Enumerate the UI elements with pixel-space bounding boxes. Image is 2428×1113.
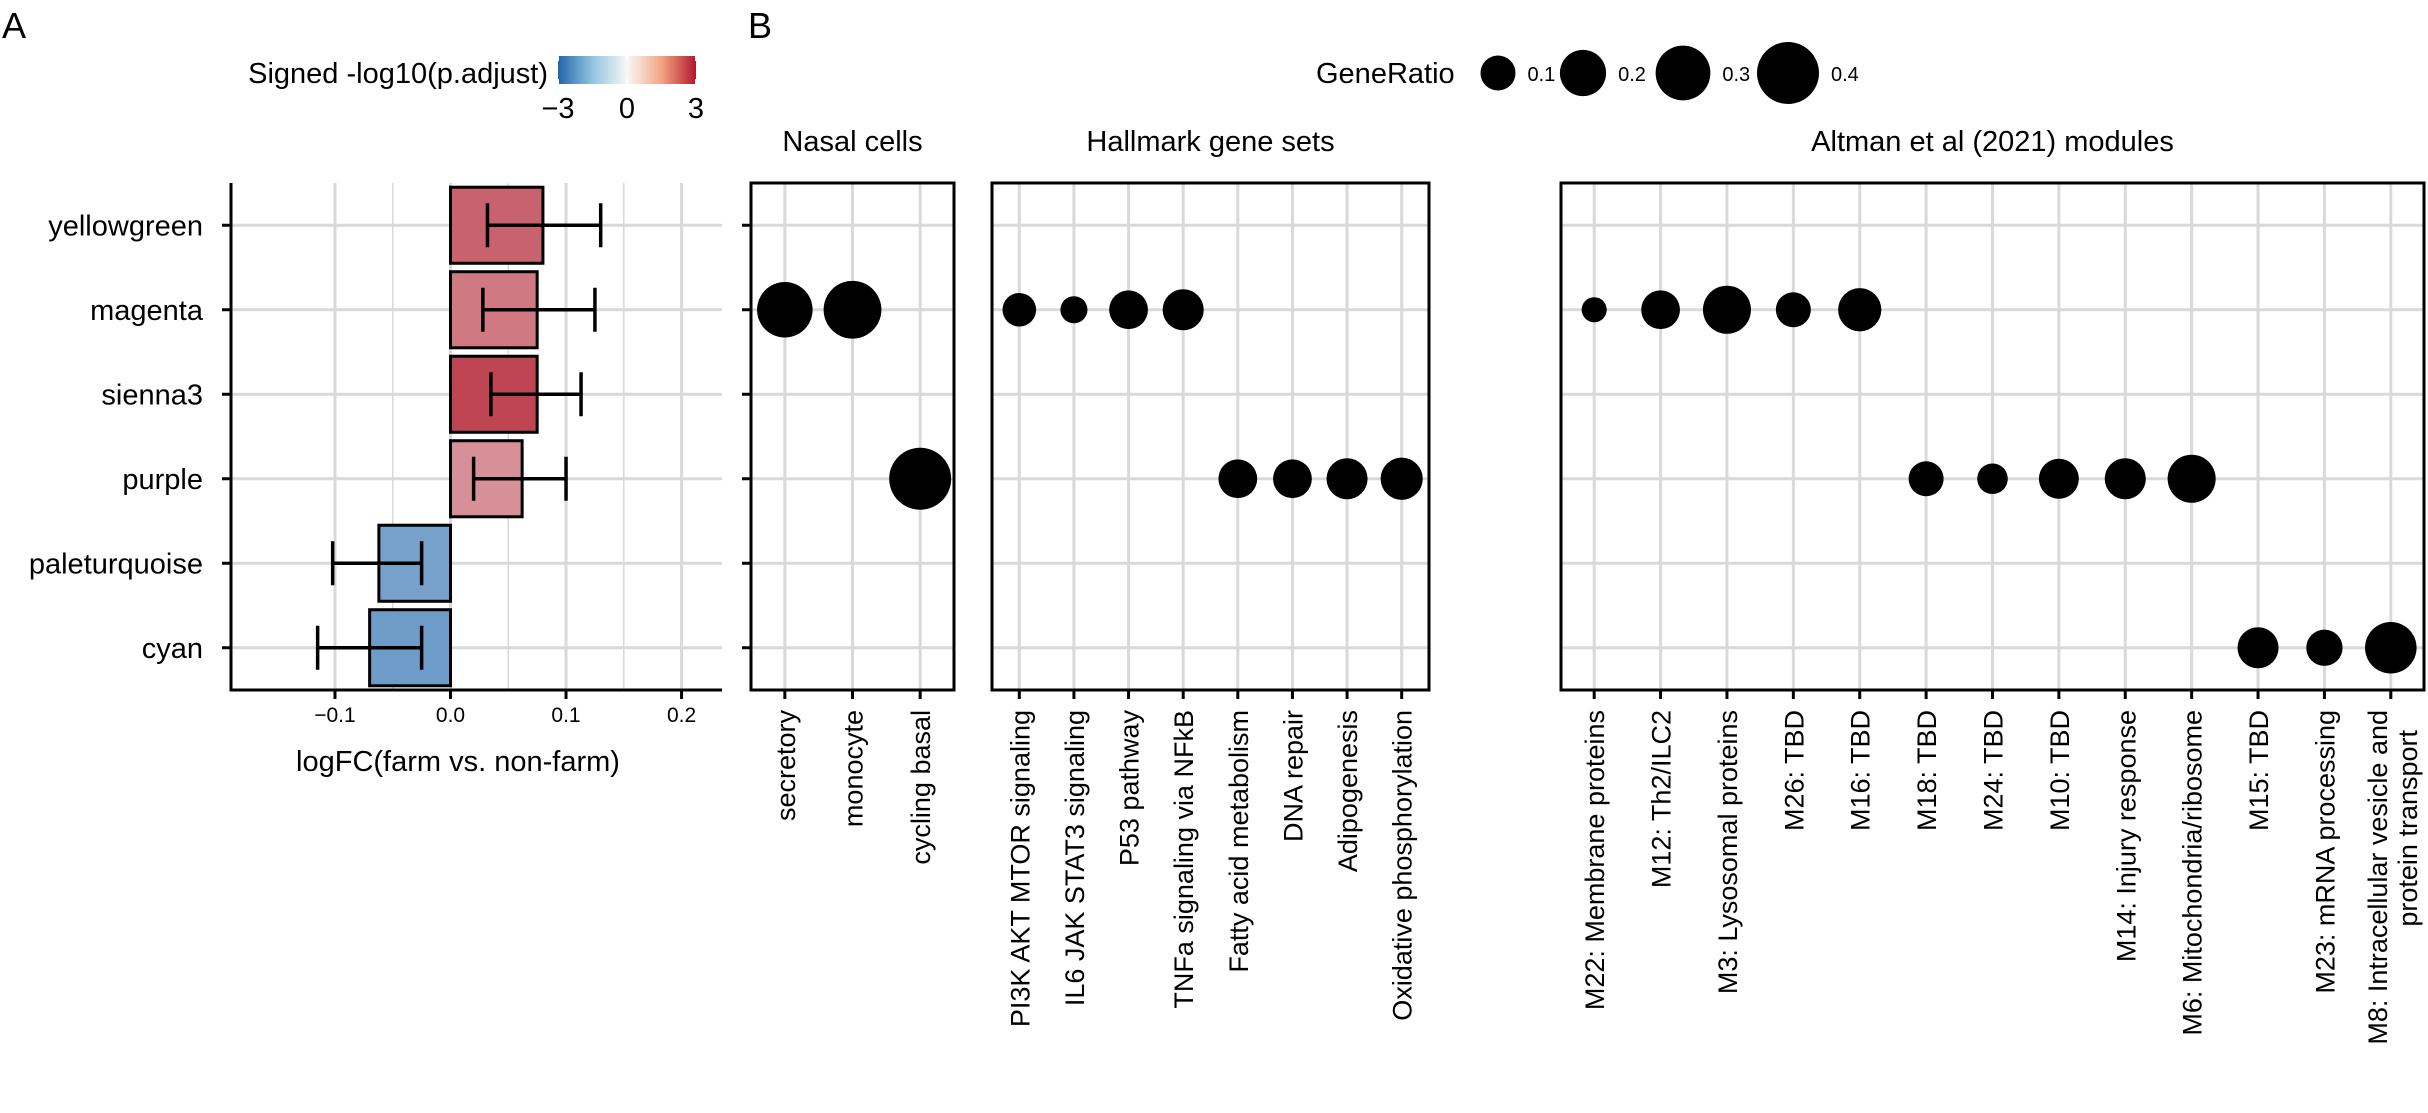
dot-point bbox=[1977, 463, 2008, 495]
dot-category-label: M22: Membrane proteins bbox=[1580, 710, 1610, 1010]
dot-category-label: cycling basal bbox=[906, 710, 936, 865]
size-legend-label: 0.4 bbox=[1831, 64, 1859, 86]
dot-category-label: M26: TBD bbox=[1779, 710, 1809, 831]
bar-chart-x-tick-labels: −0.1 0.0 0.1 0.2 bbox=[314, 704, 696, 727]
bar-chart-bars bbox=[368, 185, 545, 688]
size-legend-label: 0.3 bbox=[1722, 64, 1750, 86]
bar-x-tick-label: 0.2 bbox=[667, 704, 696, 727]
dot-point bbox=[1838, 288, 1882, 332]
dot-point bbox=[2104, 458, 2146, 500]
bar-chart-error-bars bbox=[315, 203, 603, 670]
dot-category-label: M3: Lysosomal proteins bbox=[1713, 710, 1743, 994]
size-legend-dot bbox=[1480, 55, 1516, 91]
dot-point bbox=[2167, 454, 2216, 503]
color-legend-ticks: −3 0 3 bbox=[541, 56, 704, 125]
dot-category-label: M6: Mitochondria/ribosome bbox=[2178, 710, 2208, 1036]
dot-category-label: DNA repair bbox=[1278, 710, 1308, 842]
bar-category-label: purple bbox=[122, 464, 203, 496]
dot-point bbox=[1641, 290, 1680, 330]
dot-category-label: PI3K AKT MTOR signaling bbox=[1005, 710, 1035, 1027]
facet-title: Nasal cells bbox=[782, 126, 922, 158]
panel-label-b: B bbox=[748, 5, 772, 46]
dot-category-label: M18: TBD bbox=[1912, 710, 1942, 831]
dot-category-label: M15: TBD bbox=[2244, 710, 2274, 831]
size-legend-label: 0.2 bbox=[1618, 64, 1646, 86]
dot-category-label: Oxidative phosphorylation bbox=[1388, 710, 1418, 1021]
dot-point bbox=[757, 281, 813, 338]
dot-point bbox=[2306, 629, 2343, 666]
dot-category-label: M16: TBD bbox=[1846, 710, 1876, 831]
dot-point bbox=[2237, 627, 2279, 669]
color-legend-tick-label: −3 bbox=[541, 93, 574, 125]
dot-category-label: M14: Injury response bbox=[2111, 710, 2141, 962]
bar-category-label: magenta bbox=[90, 295, 204, 327]
size-legend-dot bbox=[1559, 49, 1607, 97]
color-legend-title: Signed -log10(p.adjust) bbox=[248, 58, 548, 90]
size-legend-dot bbox=[1655, 45, 1711, 101]
size-legend-dot bbox=[1757, 42, 1819, 104]
bar-x-tick-label: −0.1 bbox=[314, 704, 355, 727]
bar-chart-category-labels: yellowgreen magenta sienna3 purple paleturqu… bbox=[29, 210, 204, 665]
dot-point bbox=[2038, 458, 2079, 499]
dot-category-label: M23: mRNA processing bbox=[2310, 710, 2340, 994]
facet-0: Nasal cells secretory monocyte cycling basa… bbox=[749, 126, 956, 865]
dot-category-label: M8: Intracellular vesicle andprotein tra… bbox=[2363, 710, 2423, 1045]
facet-1: Hallmark gene sets PI3K AKT MTOR signalin… bbox=[990, 126, 1431, 1027]
bar-category-label: cyan bbox=[142, 633, 203, 665]
dot-category-label: Adipogenesis bbox=[1333, 710, 1363, 872]
dot-plot-panel-b: Nasal cells secretory monocyte cycling basa… bbox=[742, 126, 2426, 1045]
size-legend-label: 0.1 bbox=[1528, 64, 1556, 86]
size-legend-title: GeneRatio bbox=[1316, 58, 1455, 90]
dot-point bbox=[823, 280, 882, 339]
bar-category-label: yellowgreen bbox=[48, 210, 203, 242]
dot-point bbox=[1109, 290, 1148, 330]
dot-category-label-line: M8: Intracellular vesicle and bbox=[2363, 710, 2393, 1045]
dot-category-label: IL6 JAK STAT3 signaling bbox=[1060, 710, 1090, 1006]
bar-chart-x-axis-label: logFC(farm vs. non-farm) bbox=[296, 746, 620, 778]
bar-x-tick-label: 0.1 bbox=[551, 704, 580, 727]
dot-category-label: P53 pathway bbox=[1115, 710, 1145, 867]
bar-category-label: sienna3 bbox=[101, 379, 203, 411]
dot-category-label: M24: TBD bbox=[1979, 710, 2009, 831]
dot-point bbox=[1002, 292, 1037, 327]
size-legend: GeneRatio 0.1 0.2 0.3 0.4 bbox=[1316, 42, 1859, 104]
dot-point bbox=[1581, 297, 1607, 323]
dot-point bbox=[1273, 459, 1312, 499]
dot-category-label: M10: TBD bbox=[2045, 710, 2075, 831]
dot-point bbox=[2365, 621, 2417, 674]
dot-category-label: secretory bbox=[771, 710, 801, 822]
dot-point bbox=[1380, 457, 1423, 500]
bar-chart-axes bbox=[222, 183, 722, 699]
color-legend-tick-label: 0 bbox=[619, 93, 635, 125]
panel-label-a: A bbox=[2, 5, 26, 46]
dot-point bbox=[1908, 461, 1944, 497]
bar-x-tick-label: 0.0 bbox=[436, 704, 465, 727]
bar-category-label: paleturquoise bbox=[29, 548, 203, 580]
facet-title: Hallmark gene sets bbox=[1086, 126, 1334, 158]
bar-chart-panel-a: yellowgreen magenta sienna3 purple paleturqu… bbox=[29, 183, 722, 778]
facet-2: Altman et al (2021) modules M22: Membrane… bbox=[1559, 126, 2426, 1045]
dot-category-label: M12: Th2/ILC2 bbox=[1647, 710, 1677, 888]
color-legend: Signed -log10(p.adjust) −3 0 3 bbox=[248, 56, 704, 125]
dot-point bbox=[1702, 285, 1751, 334]
dot-point bbox=[1162, 289, 1204, 331]
color-legend-tick-label: 3 bbox=[688, 93, 704, 125]
dot-point bbox=[1326, 458, 1368, 500]
dot-point bbox=[1775, 292, 1811, 328]
dot-category-label: TNFa signaling via NFkB bbox=[1169, 710, 1199, 1009]
dot-point bbox=[889, 447, 952, 510]
dot-point bbox=[1060, 296, 1088, 324]
dot-category-label: monocyte bbox=[839, 710, 869, 827]
facet-border bbox=[990, 181, 1431, 692]
dot-category-label: Fatty acid metabolism bbox=[1224, 710, 1254, 973]
dot-category-label-line: protein transport bbox=[2393, 730, 2423, 927]
dot-point bbox=[1218, 459, 1258, 499]
facet-title: Altman et al (2021) modules bbox=[1811, 126, 2174, 158]
